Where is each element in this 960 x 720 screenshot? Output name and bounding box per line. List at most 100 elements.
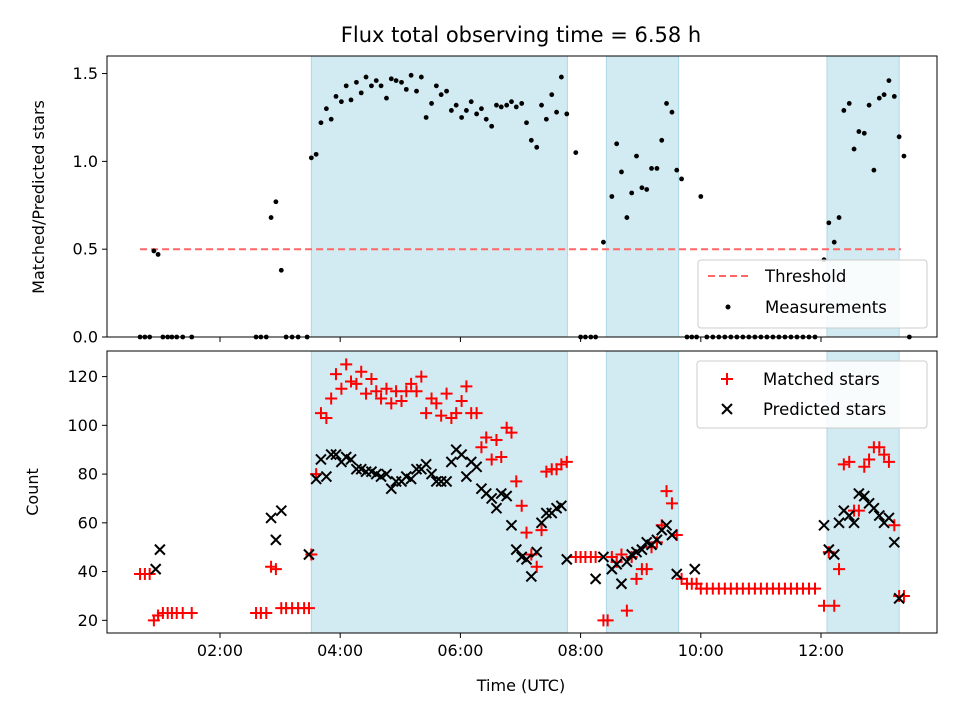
measurement-point — [831, 239, 837, 245]
x-axis-label: Time (UTC) — [476, 676, 565, 695]
measurement-point — [464, 108, 469, 113]
measurement-point — [851, 146, 857, 152]
matched-star-point — [320, 412, 333, 425]
measurement-point — [423, 115, 429, 120]
measurement-point — [418, 74, 424, 80]
matched-star-point — [390, 385, 403, 398]
matched-star-point — [495, 451, 508, 464]
top-y-tick-label: 1.5 — [73, 64, 98, 83]
predicted-star-point — [510, 543, 522, 556]
measurement-point — [408, 72, 414, 78]
legend-matched-swatch — [721, 373, 733, 385]
matched-star-point — [325, 392, 338, 405]
measurement-point — [399, 79, 404, 85]
chart-title: Flux total observing time = 6.58 h — [341, 23, 701, 47]
measurement-point — [669, 109, 675, 115]
measurement-point — [509, 99, 514, 105]
bottom-y-tick-label: 60 — [78, 513, 98, 532]
predicted-star-point — [430, 475, 443, 488]
matched-star-point — [470, 407, 483, 420]
matched-star-point — [435, 409, 448, 422]
measurement-point — [429, 101, 434, 106]
measurement-point — [494, 102, 499, 108]
measurement-point — [549, 92, 555, 98]
matched-star-point — [665, 497, 678, 510]
measurement-point — [901, 153, 907, 159]
matched-star-point — [143, 568, 156, 581]
measurement-point — [504, 102, 510, 108]
measurement-point — [338, 99, 344, 105]
measurement-point — [519, 101, 525, 106]
predicted-star-point — [275, 504, 288, 517]
predicted-star-point — [610, 558, 623, 570]
measurement-point — [679, 176, 684, 182]
matched-star-point — [480, 431, 493, 444]
measurement-point — [624, 215, 630, 220]
measurement-point — [333, 93, 339, 99]
matched-star-point — [260, 607, 273, 620]
predicted-star-point — [265, 512, 277, 524]
predicted-star-point — [597, 551, 610, 563]
measurement-point — [433, 83, 439, 89]
bottom-x-tick-label: 06:00 — [437, 641, 483, 660]
predicted-star-point — [531, 546, 543, 558]
predicted-star-point — [425, 468, 438, 480]
matched-star-point — [535, 524, 548, 537]
matched-star-point — [329, 368, 342, 381]
measurement-point — [601, 239, 606, 245]
measurement-point — [554, 109, 559, 115]
matched-star-point — [882, 455, 895, 468]
matched-star-point — [405, 377, 418, 390]
matched-star-point — [365, 373, 378, 386]
predicted-star-point — [405, 473, 417, 485]
top-y-tick-label: 1.0 — [73, 152, 98, 171]
measurement-point — [564, 111, 570, 117]
measurement-point — [498, 104, 504, 110]
matched-star-point — [660, 485, 673, 498]
measurement-point — [619, 169, 624, 175]
measurement-point — [479, 106, 484, 112]
measurement-point — [384, 95, 389, 101]
predicted-star-point — [858, 490, 870, 502]
measurement-point — [468, 99, 474, 105]
predicted-star-point — [440, 475, 453, 488]
measurement-point — [826, 220, 832, 226]
bottom-x-tick-label: 04:00 — [317, 641, 363, 660]
predicted-star-point — [315, 453, 327, 466]
measurement-point — [354, 79, 359, 85]
measurement-point — [348, 97, 354, 103]
matched-star-point — [385, 397, 398, 410]
matched-star-point — [833, 563, 846, 576]
measurement-point — [414, 88, 419, 94]
legend-bottom-frame — [696, 360, 928, 429]
measurement-point — [558, 74, 564, 80]
predicted-star-point — [621, 556, 633, 568]
measurement-point — [543, 116, 549, 122]
matched-star-point — [380, 382, 393, 395]
predicted-star-point — [525, 570, 538, 583]
predicted-star-point — [671, 568, 683, 580]
legend-bottom: Matched stars Predicted stars — [696, 360, 928, 429]
matched-star-point — [878, 448, 891, 461]
measurement-point — [444, 88, 449, 94]
measurement-point — [358, 90, 364, 96]
matched-star-point — [863, 453, 876, 466]
measurement-point — [438, 92, 444, 98]
matched-star-point — [858, 460, 871, 473]
matched-star-point — [630, 572, 643, 585]
measurement-point — [896, 134, 902, 140]
bottom-x-tick-label: 08:00 — [558, 641, 604, 660]
predicted-star-point — [490, 502, 503, 514]
matched-star-point — [615, 548, 628, 561]
matched-star-point — [370, 385, 383, 398]
measurement-point — [876, 95, 882, 101]
measurement-point — [649, 166, 654, 171]
measurement-point — [308, 155, 314, 161]
matched-star-point — [837, 458, 850, 471]
matched-star-point — [897, 589, 910, 602]
measurement-point — [539, 102, 544, 108]
predicted-star-point — [589, 573, 602, 585]
top-shaded-region-0 — [310, 55, 568, 338]
matched-star-point — [515, 499, 528, 512]
measurement-point — [639, 185, 645, 191]
